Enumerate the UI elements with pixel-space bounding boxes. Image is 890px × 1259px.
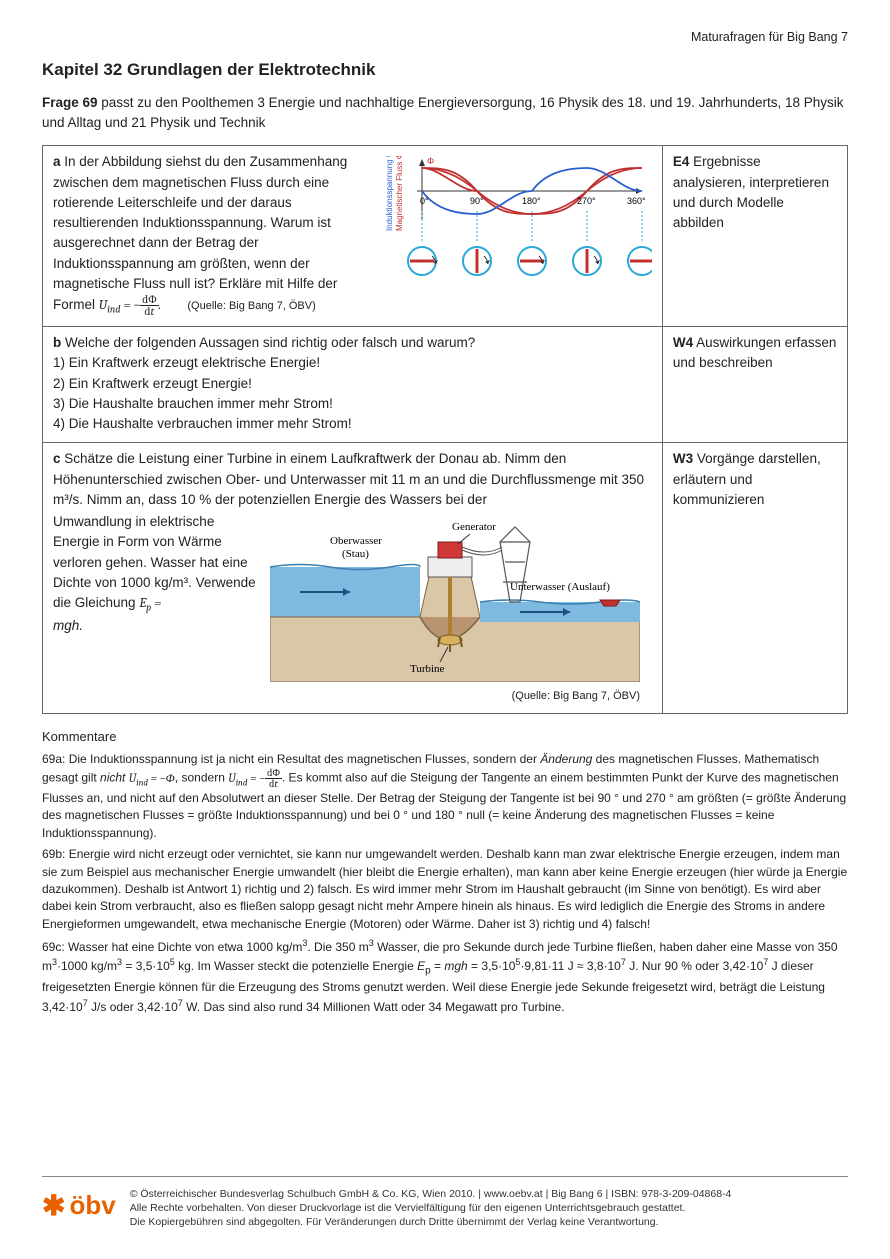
part-a-source: (Quelle: Big Bang 7, ÖBV) [187, 300, 315, 312]
label-generator: Generator [452, 521, 496, 533]
part-b-cell: b Welche der folgenden Aussagen sind ric… [43, 327, 663, 443]
coil-360 [628, 247, 652, 275]
coil-0 [408, 247, 438, 275]
comments-heading: Kommentare [42, 728, 848, 747]
coil-90 [463, 247, 491, 275]
svg-text:(Stau): (Stau) [342, 548, 369, 560]
question-number: Frage 69 [42, 95, 98, 110]
part-a-formula: Uind = −dΦdt. [99, 298, 161, 313]
part-b-item-4: 4) Die Haushalte verbrauchen immer mehr … [53, 416, 352, 431]
part-a-text: In der Abbildung siehst du den Zusammenh… [53, 154, 347, 312]
comp-b-text: Auswirkungen erfassen und beschreiben [673, 335, 837, 370]
part-c-eq-tail: mgh. [53, 618, 83, 633]
part-b-item-1: 1) Ein Kraftwerk erzeugt elektrische Ene… [53, 355, 320, 370]
coil-270 [573, 247, 601, 275]
footer-divider [42, 1176, 848, 1177]
logo-icon: ✱ [42, 1192, 65, 1220]
part-b-competency: W4 Auswirkungen erfassen und beschreiben [662, 327, 847, 443]
part-c-text-top: Schätze die Leistung einer Turbine in ei… [53, 451, 644, 507]
coil-180 [518, 247, 546, 275]
logo-text: öbv [69, 1187, 115, 1225]
comp-c-code: W3 [673, 451, 693, 466]
comp-a-code: E4 [673, 154, 690, 169]
intro-text: passt zu den Poolthemen 3 Energie und na… [42, 95, 844, 130]
part-c-cell: c Schätze die Leistung einer Turbine in … [43, 443, 663, 714]
part-b-item-3: 3) Die Haushalte brauchen immer mehr Str… [53, 396, 333, 411]
svg-text:270°: 270° [577, 196, 596, 206]
comment-69c: 69c: Wasser hat eine Dichte von etwa 100… [42, 937, 848, 1016]
part-b-label: b [53, 335, 61, 350]
ylabel-flux: Magnetischer Fluss Φ [395, 156, 404, 231]
chapter-title: Kapitel 32 Grundlagen der Elektrotechnik [42, 58, 848, 83]
svg-text:180°: 180° [522, 196, 541, 206]
part-a-cell: a In der Abbildung siehst du den Zusamme… [43, 146, 663, 327]
part-c-competency: W3 Vorgänge darstellen, erläutern und ko… [662, 443, 847, 714]
footer-line-3: Die Kopiergebühren sind abgegolten. Für … [130, 1215, 732, 1229]
part-c-formula: Ep = [139, 596, 161, 611]
label-turbine: Turbine [410, 663, 445, 675]
part-b-text: Welche der folgenden Aussagen sind richt… [65, 335, 475, 350]
part-a-label: a [53, 154, 61, 169]
footer-line-2: Alle Rechte vorbehalten. Von dieser Druc… [130, 1201, 732, 1215]
part-a-competency: E4 Ergebnisse analysieren, interpretiere… [662, 146, 847, 327]
label-oberwasser: Oberwasser [330, 535, 382, 547]
wave-diagram: Induktionsspannung Uᵢ Magnetischer Fluss… [382, 156, 652, 316]
svg-text:0°: 0° [420, 196, 429, 206]
comment-69b: 69b: Energie wird nicht erzeugt oder ver… [42, 846, 848, 933]
part-c-source: (Quelle: Big Bang 7, ÖBV) [270, 688, 640, 705]
turbine-diagram: Generator Oberwasser (Stau) Unterwasser … [270, 512, 640, 705]
comp-b-code: W4 [673, 335, 693, 350]
page-footer: ✱ öbv © Österreichischer Bundesverlag Sc… [42, 1187, 848, 1230]
label-unterwasser: Unterwasser (Auslauf) [510, 581, 610, 593]
svg-text:360°: 360° [627, 196, 646, 206]
comp-c-text: Vorgänge darstellen, erläutern und kommu… [673, 451, 821, 507]
publisher-logo: ✱ öbv [42, 1187, 116, 1225]
intro-paragraph: Frage 69 passt zu den Poolthemen 3 Energ… [42, 93, 848, 134]
question-table: a In der Abbildung siehst du den Zusamme… [42, 145, 848, 714]
comment-69a: 69a: Die Induktionsspannung ist ja nicht… [42, 751, 848, 843]
footer-line-1: © Österreichischer Bundesverlag Schulbuc… [130, 1187, 732, 1201]
part-b-item-2: 2) Ein Kraftwerk erzeugt Energie! [53, 376, 252, 391]
comp-a-text: Ergebnisse analysieren, interpretieren u… [673, 154, 829, 230]
ylabel-voltage: Induktionsspannung Uᵢ [385, 156, 394, 231]
part-c-label: c [53, 451, 61, 466]
svg-text:Φ: Φ [427, 156, 434, 166]
svg-text:90°: 90° [470, 196, 484, 206]
page-header: Maturafragen für Big Bang 7 [42, 28, 848, 46]
